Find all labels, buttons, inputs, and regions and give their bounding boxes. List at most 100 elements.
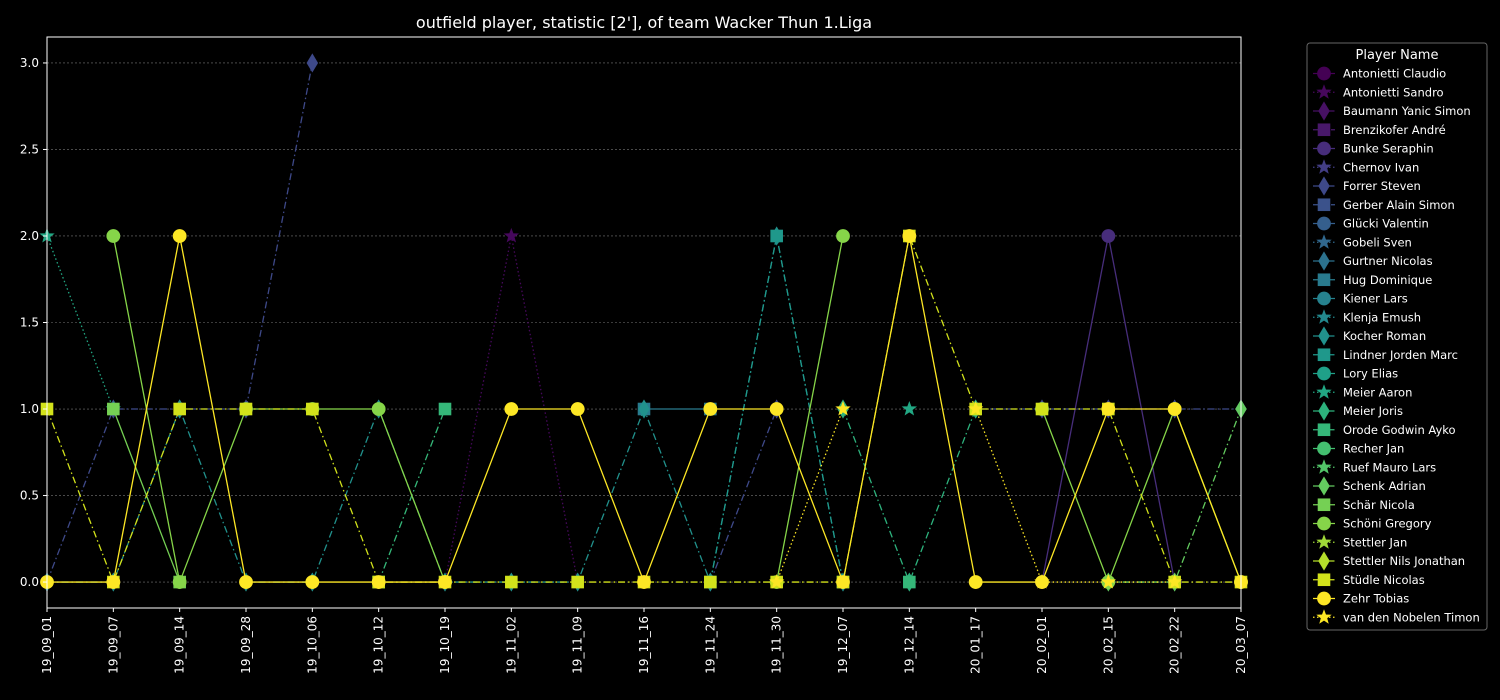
series-layer: [39, 53, 1248, 592]
data-point: [305, 575, 320, 589]
data-point: [1101, 229, 1116, 243]
x-tick-label: 19_10_12: [372, 616, 386, 674]
data-point: [1317, 498, 1331, 512]
data-point: [371, 575, 386, 589]
x-tick-label: 19_09_07: [106, 616, 120, 674]
legend: Player Name Antonietti Claudio Antonietti…: [1306, 42, 1488, 631]
data-point: [1317, 291, 1331, 306]
data-point: [107, 402, 120, 416]
data-point: [703, 402, 718, 416]
legend-item: Meier Joris: [1313, 401, 1403, 421]
axes: 0.0 0.5 1.0 1.5 2.0 2.5 3.0 19_09_01 19_09_07 19_…: [20, 56, 1248, 674]
legend-item: Chernov Ivan: [1313, 159, 1419, 174]
data-point: [1101, 402, 1116, 416]
legend-item: Schär Nicola: [1313, 498, 1415, 512]
x-tick-label: 19_11_02: [504, 616, 518, 674]
series-line: [46, 235, 114, 410]
data-point: [1317, 441, 1331, 456]
data-point: [968, 400, 984, 416]
x-tick-label: 19_09_28: [239, 616, 253, 674]
legend-item: Kocher Roman: [1313, 326, 1426, 346]
data-point: [172, 229, 187, 243]
data-point: [172, 575, 187, 589]
legend-item: Lory Elias: [1313, 367, 1398, 381]
legend-item: Brenzikofer André: [1313, 123, 1446, 137]
series-line: [776, 408, 844, 583]
data-point: [836, 229, 850, 243]
data-point: [1167, 402, 1182, 416]
data-point: [968, 575, 983, 589]
series-line: [776, 235, 844, 583]
data-point: [902, 229, 917, 243]
legend-title: Player Name: [1356, 48, 1439, 63]
legend-label: Lory Elias: [1343, 367, 1398, 381]
series-line: [1108, 408, 1242, 583]
data-point: [1317, 273, 1331, 287]
data-point: [1100, 573, 1116, 589]
legend-label: Gurtner Nicolas: [1343, 254, 1433, 268]
data-point: [571, 575, 584, 589]
legend-item: Zehr Tobias: [1313, 592, 1409, 606]
data-point: [1316, 159, 1332, 174]
x-tick-label: 20_02_01: [1035, 616, 1049, 674]
data-point: [438, 575, 452, 589]
data-point: [1317, 66, 1331, 81]
data-point: [769, 402, 784, 416]
legend-label: Kocher Roman: [1343, 329, 1426, 343]
data-point: [505, 575, 518, 589]
data-point: [503, 227, 519, 243]
data-point: [1316, 534, 1332, 549]
legend-item: van den Nobelen Timon: [1313, 609, 1480, 624]
data-point: [1318, 326, 1330, 346]
data-point: [1318, 401, 1330, 421]
legend-label: van den Nobelen Timon: [1343, 610, 1480, 624]
x-tick-label: 20_01_17: [969, 616, 983, 674]
legend-item: Antonietti Sandro: [1313, 84, 1444, 99]
legend-label: Orode Godwin Ayko: [1343, 423, 1456, 437]
data-point: [1317, 141, 1331, 156]
x-tick-label: 19_09_01: [40, 616, 54, 674]
data-point: [306, 53, 319, 73]
data-point: [306, 402, 319, 416]
legend-label: Stüdle Nicolas: [1343, 573, 1425, 587]
data-point: [1316, 309, 1332, 324]
data-point: [1316, 609, 1332, 624]
x-tick-label: 19_12_07: [836, 616, 850, 674]
data-point: [1318, 101, 1330, 121]
legend-label: Meier Joris: [1343, 404, 1403, 418]
legend-item: Meier Aaron: [1313, 384, 1412, 399]
legend-label: Brenzikofer André: [1343, 123, 1446, 137]
legend-item: Glücki Valentin: [1313, 217, 1429, 231]
legend-item: Gurtner Nicolas: [1313, 251, 1433, 271]
legend-label: Lindner Jorden Marc: [1343, 348, 1458, 362]
data-point: [901, 400, 917, 416]
y-tick-label: 2.5: [20, 142, 39, 156]
legend-item: Hug Dominique: [1313, 273, 1432, 287]
legend-item: Recher Jan: [1313, 442, 1404, 456]
legend-item: Schenk Adrian: [1313, 476, 1426, 496]
legend-label: Kiener Lars: [1343, 292, 1408, 306]
legend-label: Bunke Seraphin: [1343, 142, 1434, 156]
data-point: [504, 402, 519, 416]
x-tick-label: 19_09_14: [173, 616, 187, 674]
y-tick-label: 0.0: [20, 575, 39, 589]
x-tick-label: 20_03_07: [1234, 616, 1248, 674]
data-point: [438, 402, 452, 416]
data-point: [1318, 251, 1330, 271]
legend-label: Antonietti Sandro: [1343, 85, 1444, 99]
legend-box: [1306, 42, 1488, 631]
data-point: [1316, 459, 1332, 474]
series-line: [975, 408, 1175, 583]
legend-label: Schenk Adrian: [1343, 479, 1426, 493]
y-tick-label: 1.5: [20, 316, 39, 330]
data-point: [1317, 366, 1331, 381]
legend-item: Stettler Nils Jonathan: [1313, 551, 1465, 571]
data-point: [106, 575, 121, 589]
legend-item: Bunke Seraphin: [1313, 142, 1434, 156]
data-point: [903, 575, 916, 589]
x-tick-label: 19_11_16: [637, 616, 651, 674]
legend-item: Lindner Jorden Marc: [1313, 348, 1458, 362]
legend-item: Stettler Jan: [1313, 534, 1407, 549]
x-tick-label: 19_10_19: [438, 616, 452, 674]
data-point: [770, 229, 783, 243]
